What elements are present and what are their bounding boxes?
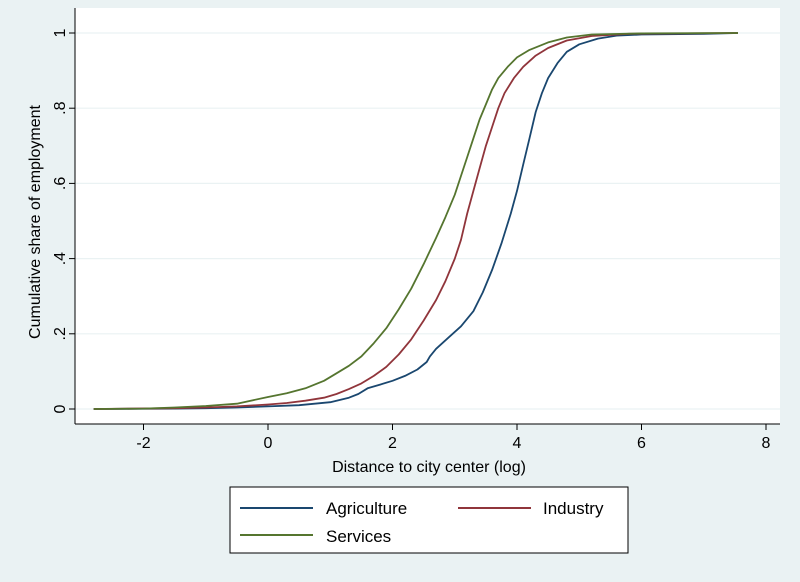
y-tick-label-2: .4	[52, 252, 69, 265]
x-tick-label-0: -2	[136, 435, 150, 452]
x-tick-label-2: 2	[388, 435, 397, 452]
series-lines	[93, 32, 739, 410]
legend-box	[229, 486, 629, 554]
series-line-industry	[93, 32, 739, 410]
series-line-agriculture	[93, 32, 739, 410]
y-tick-label-0: 0	[52, 404, 69, 413]
y-tick-label-5: 1	[52, 28, 69, 37]
x-tick-label-4: 6	[637, 435, 646, 452]
series-line-services	[93, 32, 739, 410]
plot-area	[75, 8, 780, 424]
legend-label-agriculture: Agriculture	[326, 499, 407, 518]
x-tick-label-5: 8	[762, 435, 771, 452]
y-axis-title: Cumulative share of employment	[27, 105, 44, 339]
y-tick-label-3: .6	[52, 177, 69, 190]
y-tick-label-1: .2	[52, 327, 69, 340]
legend-label-services: Services	[326, 527, 391, 546]
x-tick-label-3: 4	[513, 435, 522, 452]
legend: Agriculture Industry Services	[229, 486, 629, 554]
axes: 0 .2 .4 .6 .8 1 -2 0 2 4 6 8	[52, 8, 780, 452]
legend-label-industry: Industry	[543, 499, 604, 518]
x-tick-label-1: 0	[264, 435, 273, 452]
x-axis-title: Distance to city center (log)	[332, 459, 526, 476]
y-tick-label-4: .8	[52, 101, 69, 114]
